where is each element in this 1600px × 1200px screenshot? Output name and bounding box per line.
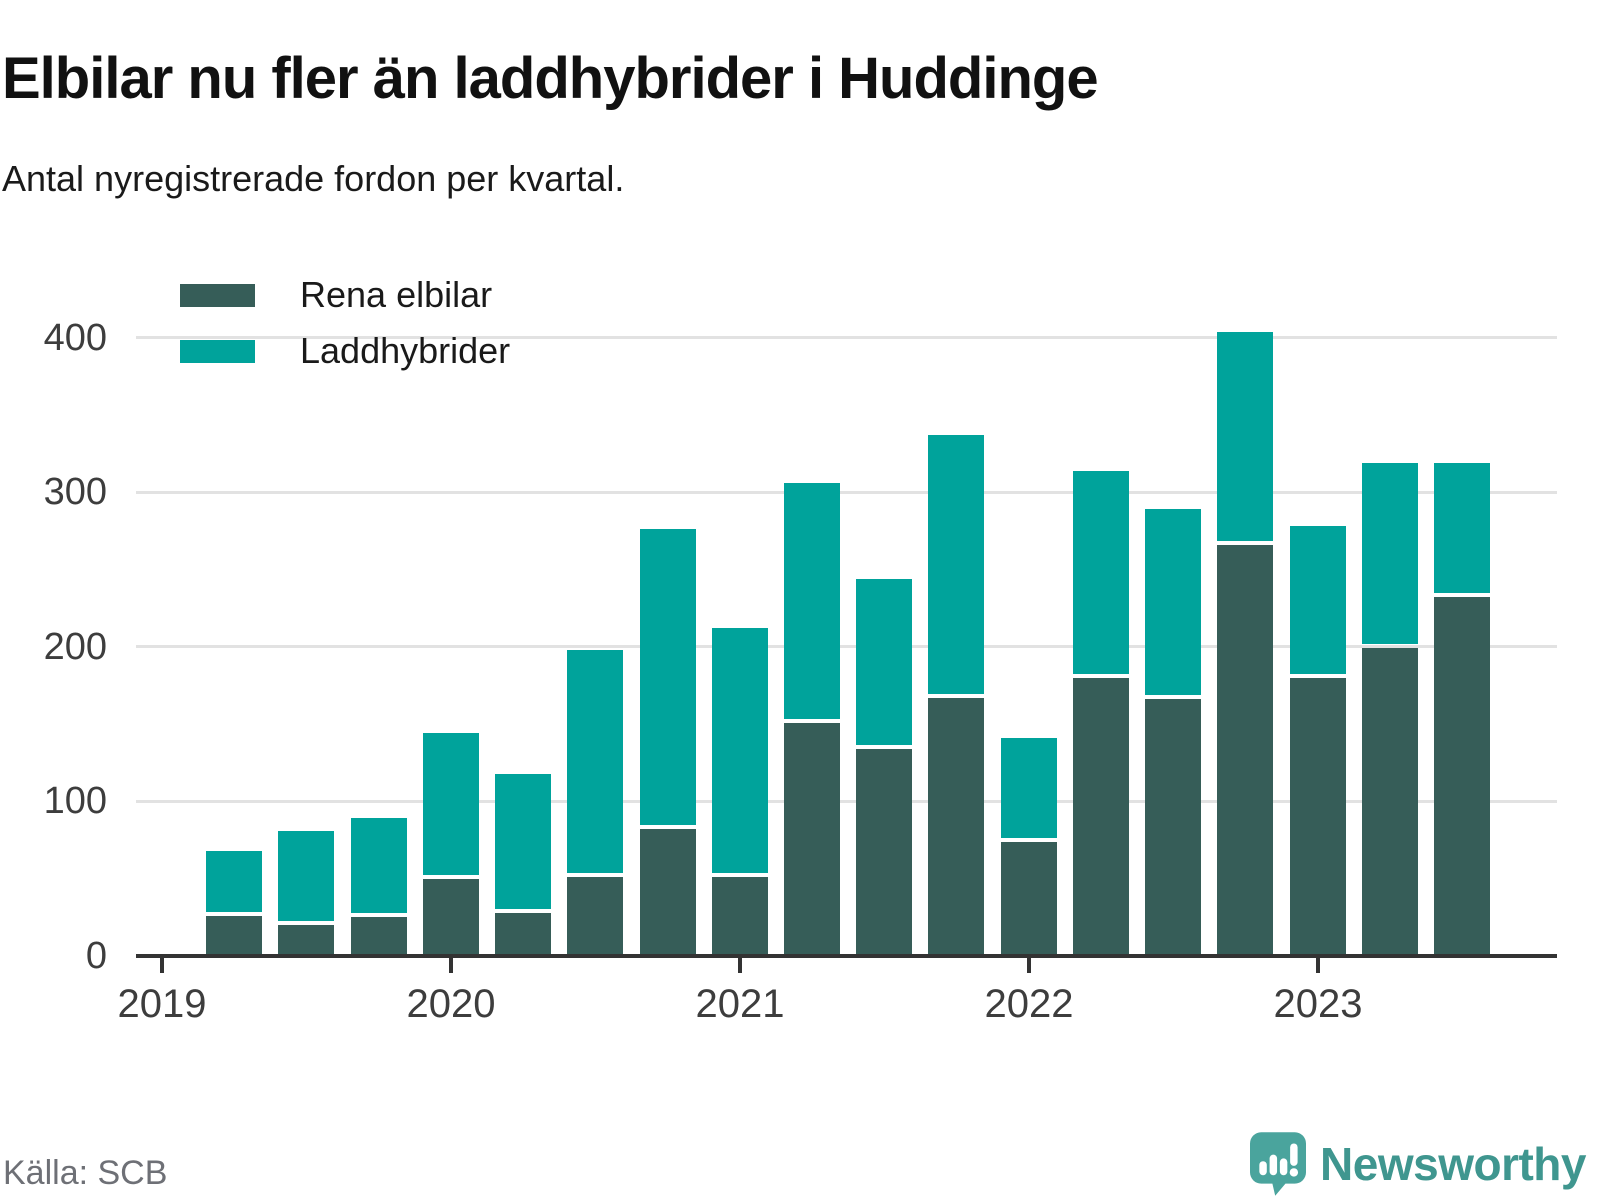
bar-rena-elbilar xyxy=(1001,841,1057,956)
bar-laddhybrider xyxy=(712,628,768,874)
bar-laddhybrider xyxy=(1362,462,1418,645)
bar-laddhybrider xyxy=(928,435,984,694)
bar-rena-elbilar xyxy=(423,878,479,956)
bar-laddhybrider xyxy=(1145,509,1201,696)
x-axis-label: 2023 xyxy=(1273,982,1363,1026)
bar-laddhybrider xyxy=(784,483,840,719)
bar-laddhybrider xyxy=(206,850,262,912)
bar-rena-elbilar xyxy=(928,697,984,956)
bar-laddhybrider xyxy=(1434,462,1490,594)
legend-swatch-rena-elbilar xyxy=(180,283,255,307)
bar-laddhybrider xyxy=(495,773,551,909)
bar-laddhybrider xyxy=(423,733,479,875)
legend-label: Rena elbilar xyxy=(300,274,493,315)
legend-item-rena-elbilar: Rena elbilar xyxy=(180,274,510,315)
x-axis-tick xyxy=(449,956,453,973)
y-axis-label: 0 xyxy=(85,935,107,977)
bar-rena-elbilar xyxy=(1290,677,1346,956)
x-axis-tick xyxy=(1027,956,1031,973)
bar-rena-elbilar xyxy=(1073,677,1129,956)
x-axis-tick xyxy=(1316,956,1320,973)
y-axis-label: 300 xyxy=(43,471,107,514)
bar-laddhybrider xyxy=(278,830,334,922)
x-axis-line xyxy=(136,954,1557,958)
bar-laddhybrider xyxy=(1217,331,1273,541)
x-axis-tick xyxy=(160,956,164,973)
x-axis-label: 2022 xyxy=(984,982,1074,1026)
bar-rena-elbilar xyxy=(206,915,262,956)
gridline-400 xyxy=(136,336,1557,340)
bar-rena-elbilar xyxy=(1362,648,1418,956)
chart-legend: Rena elbilar Laddhybrider xyxy=(180,274,510,393)
x-axis-label: 2019 xyxy=(117,982,207,1026)
bar-rena-elbilar xyxy=(278,925,334,956)
bar-laddhybrider xyxy=(1001,738,1057,838)
gridline-100 xyxy=(136,799,1557,803)
bar-laddhybrider xyxy=(856,578,912,745)
source-caption: Källa: SCB xyxy=(3,1154,168,1192)
bar-rena-elbilar xyxy=(1434,597,1490,956)
bar-laddhybrider xyxy=(1073,470,1129,674)
brand-logo: Newsworthy xyxy=(1250,1132,1586,1196)
x-axis-label: 2020 xyxy=(406,982,496,1026)
y-axis-label: 200 xyxy=(43,625,107,668)
x-axis-tick xyxy=(738,956,742,973)
bar-rena-elbilar xyxy=(495,912,551,956)
bar-rena-elbilar xyxy=(1145,699,1201,956)
x-axis-label: 2021 xyxy=(695,982,785,1026)
legend-label: Laddhybrider xyxy=(300,330,511,371)
bar-laddhybrider xyxy=(1290,526,1346,674)
page-title: Elbilar nu fler än laddhybrider i Huddin… xyxy=(2,45,1099,111)
bar-rena-elbilar xyxy=(351,917,407,956)
bar-laddhybrider xyxy=(351,818,407,914)
bar-laddhybrider xyxy=(567,649,623,874)
bar-rena-elbilar xyxy=(567,877,623,956)
bar-rena-elbilar xyxy=(856,748,912,956)
legend-swatch-laddhybrider xyxy=(180,339,255,363)
gridline-200 xyxy=(136,645,1557,649)
newsworthy-logo-icon xyxy=(1250,1132,1307,1196)
y-axis-label: 100 xyxy=(43,780,107,823)
legend-item-laddhybrider: Laddhybrider xyxy=(180,330,510,371)
brand-wordmark: Newsworthy xyxy=(1320,1138,1586,1190)
gridline-300 xyxy=(136,490,1557,494)
page-subtitle: Antal nyregistrerade fordon per kvartal. xyxy=(2,158,625,199)
bar-rena-elbilar xyxy=(712,877,768,956)
bar-rena-elbilar xyxy=(1217,544,1273,956)
y-axis-label: 400 xyxy=(43,316,107,359)
bar-rena-elbilar xyxy=(784,722,840,956)
bar-laddhybrider xyxy=(640,529,696,826)
bar-rena-elbilar xyxy=(640,829,696,956)
